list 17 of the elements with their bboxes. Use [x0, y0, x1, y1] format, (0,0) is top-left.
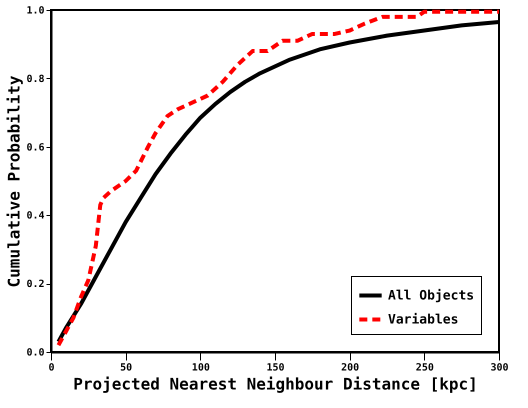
y-tick-label: 1.0 [26, 6, 44, 16]
y-tick-label: 0.6 [26, 142, 44, 154]
x-axis-title: Projected Nearest Neighbour Distance [kpc] [73, 374, 478, 394]
legend-label: All Objects [388, 288, 474, 304]
y-tick-label: 0.8 [26, 74, 44, 85]
x-tick-label: 200 [341, 362, 360, 374]
x-tick-label: 100 [192, 362, 210, 374]
y-tick-label: 0.2 [26, 279, 44, 290]
legend-label: Variables [388, 312, 458, 328]
x-tick-label: 300 [490, 362, 509, 374]
x-tick-label: 0 [48, 362, 55, 374]
x-tick-label: 50 [120, 362, 132, 374]
y-axis-title: Cumulative Probability [4, 75, 24, 288]
x-tick-label: 150 [266, 362, 285, 374]
y-tick-label: 0.0 [26, 348, 44, 358]
y-tick-label: 0.4 [26, 210, 44, 222]
x-tick-label: 250 [416, 362, 434, 374]
